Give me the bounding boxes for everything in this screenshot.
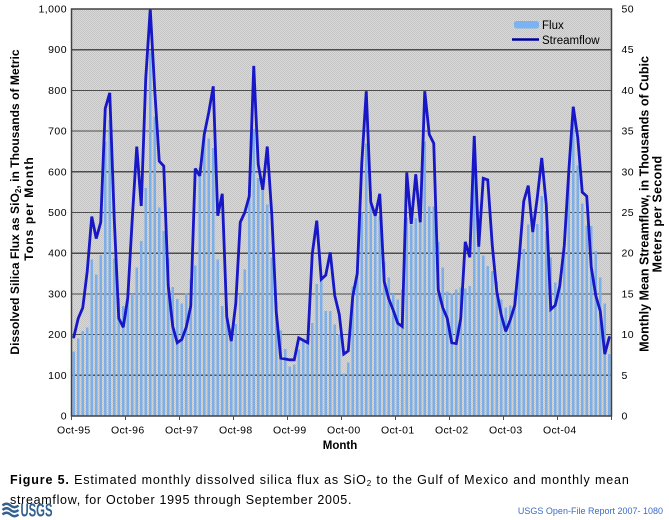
svg-text:Oct-04: Oct-04 [543, 425, 577, 437]
svg-text:10: 10 [622, 329, 635, 341]
svg-text:Oct-98: Oct-98 [219, 425, 253, 437]
svg-text:900: 900 [48, 44, 67, 56]
svg-text:200: 200 [48, 329, 67, 341]
svg-text:Dissolved Silica Flux as SiO2,: Dissolved Silica Flux as SiO2, in Thousa… [8, 49, 23, 354]
svg-text:20: 20 [622, 248, 635, 260]
svg-text:100: 100 [48, 370, 67, 382]
svg-text:0: 0 [61, 411, 67, 423]
svg-text:500: 500 [48, 207, 67, 219]
svg-text:Month: Month [323, 440, 357, 452]
svg-text:15: 15 [622, 288, 635, 300]
svg-text:300: 300 [48, 288, 67, 300]
svg-text:Streamflow: Streamflow [542, 35, 600, 47]
svg-text:Oct-02: Oct-02 [435, 425, 469, 437]
svg-text:Monthly Mean Streamflow, in Th: Monthly Mean Streamflow, in Thousands of… [638, 56, 652, 352]
svg-text:Oct-97: Oct-97 [165, 425, 199, 437]
svg-text:Oct-96: Oct-96 [111, 425, 145, 437]
svg-text:Oct-03: Oct-03 [489, 425, 523, 437]
svg-text:USGS Open-File Report 2007- 10: USGS Open-File Report 2007- 1080 [518, 506, 663, 516]
svg-text:600: 600 [48, 166, 67, 178]
svg-text:40: 40 [622, 85, 635, 97]
svg-text:Meters per Second: Meters per Second [651, 156, 665, 273]
svg-text:0: 0 [622, 411, 628, 423]
svg-text:Oct-01: Oct-01 [381, 425, 415, 437]
svg-text:1,000: 1,000 [38, 4, 67, 16]
svg-text:Oct-00: Oct-00 [327, 425, 361, 437]
svg-text:Oct-95: Oct-95 [57, 425, 91, 437]
svg-text:5: 5 [622, 370, 628, 382]
svg-text:45: 45 [622, 44, 635, 56]
svg-text:800: 800 [48, 85, 67, 97]
svg-text:Tons per Month: Tons per Month [22, 156, 36, 261]
svg-text:Flux: Flux [542, 20, 564, 32]
svg-text:streamflow, for October 1995 t: streamflow, for October 1995 through Sep… [10, 493, 352, 507]
svg-text:USGS: USGS [21, 500, 53, 520]
svg-text:700: 700 [48, 126, 67, 138]
svg-text:400: 400 [48, 248, 67, 260]
svg-text:35: 35 [622, 126, 635, 138]
svg-text:25: 25 [622, 207, 635, 219]
svg-text:Oct-99: Oct-99 [273, 425, 307, 437]
svg-text:Figure 5. Estimated monthly di: Figure 5. Estimated monthly dissolved si… [10, 473, 630, 488]
svg-text:50: 50 [622, 4, 635, 16]
svg-text:30: 30 [622, 166, 635, 178]
